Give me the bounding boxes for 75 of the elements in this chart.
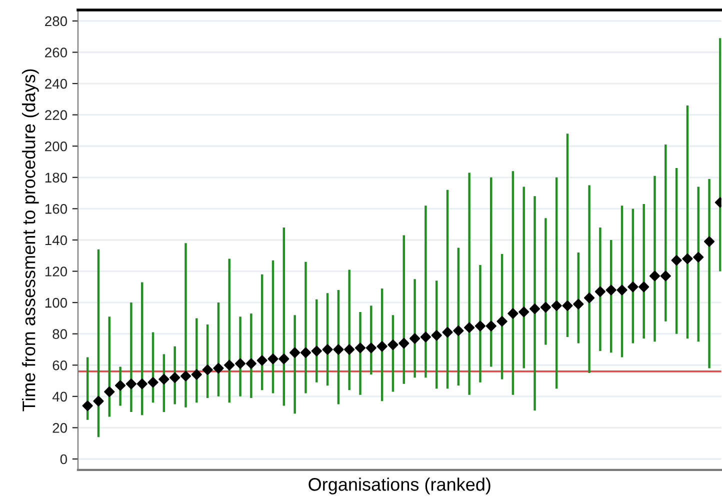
point xyxy=(562,300,573,311)
point xyxy=(453,325,464,336)
point xyxy=(354,342,366,354)
point xyxy=(388,339,398,350)
point xyxy=(420,332,431,342)
point xyxy=(486,320,496,332)
point xyxy=(148,377,158,388)
y-axis-title: Time from assessment to procedure (days) xyxy=(22,69,39,412)
point xyxy=(398,338,410,349)
y-tick-label: 220 xyxy=(45,110,68,120)
y-tick-label: 20 xyxy=(52,423,68,433)
x-axis-title: Organisations (ranked) xyxy=(308,478,490,494)
point xyxy=(464,322,475,333)
point xyxy=(693,252,704,262)
y-tick-label: 160 xyxy=(45,204,68,214)
point xyxy=(649,270,660,282)
point xyxy=(268,354,278,364)
point xyxy=(344,344,355,355)
y-tick-label: 180 xyxy=(45,172,68,183)
point xyxy=(213,362,224,374)
point xyxy=(300,347,312,358)
y-tick-label: 40 xyxy=(52,392,68,402)
point xyxy=(431,330,442,341)
point xyxy=(518,306,530,318)
point xyxy=(278,354,290,364)
point xyxy=(158,374,170,385)
point xyxy=(180,370,192,382)
point xyxy=(616,284,628,296)
y-tick-label: 120 xyxy=(45,266,68,276)
point xyxy=(322,344,333,355)
y-tick-label: 140 xyxy=(45,235,68,246)
point xyxy=(442,326,453,338)
point xyxy=(114,380,126,391)
y-tick-label: 100 xyxy=(45,298,68,308)
point xyxy=(496,316,508,327)
point xyxy=(704,236,715,247)
point xyxy=(366,342,376,354)
point xyxy=(170,372,180,383)
point xyxy=(311,346,322,356)
y-tick-label: 0 xyxy=(60,454,68,464)
point xyxy=(540,302,551,313)
point xyxy=(126,378,137,390)
y-tick-label: 260 xyxy=(45,48,68,58)
point xyxy=(660,270,671,282)
point xyxy=(584,292,595,304)
point xyxy=(671,255,682,266)
point xyxy=(104,386,115,398)
point xyxy=(333,344,344,355)
point xyxy=(224,360,235,370)
point xyxy=(376,341,388,352)
point xyxy=(474,320,486,332)
point xyxy=(246,358,256,369)
y-tick-label: 240 xyxy=(45,78,68,89)
point xyxy=(638,282,650,292)
point xyxy=(290,347,300,358)
point xyxy=(256,355,268,366)
point xyxy=(234,358,246,369)
y-tick-label: 60 xyxy=(52,360,68,370)
point xyxy=(551,300,562,311)
point xyxy=(573,298,584,310)
point xyxy=(202,364,213,376)
point xyxy=(191,369,202,380)
point xyxy=(682,253,693,264)
point xyxy=(628,282,638,292)
point xyxy=(136,378,148,390)
y-tick-label: 80 xyxy=(52,329,68,340)
y-tick-label: 200 xyxy=(45,141,68,152)
point xyxy=(82,400,93,412)
point xyxy=(508,308,518,319)
point xyxy=(606,284,616,296)
point xyxy=(529,304,540,314)
point xyxy=(409,333,420,344)
y-tick-label: 280 xyxy=(45,16,68,26)
point xyxy=(594,286,606,297)
point xyxy=(93,396,104,406)
